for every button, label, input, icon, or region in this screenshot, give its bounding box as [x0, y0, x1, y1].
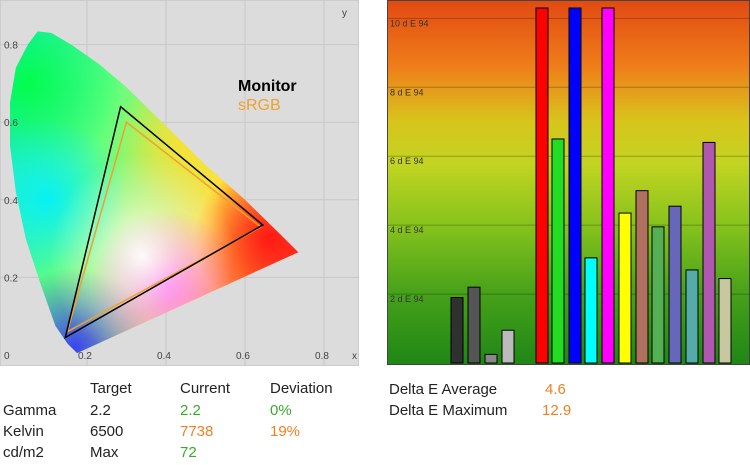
- delta-bar: [568, 7, 582, 364]
- row-kelvin-label: Kelvin: [3, 423, 44, 440]
- monitor-triangle: [64, 105, 265, 340]
- delta-bar: [668, 205, 682, 364]
- delta-y-tick-label: 8 d E 94: [390, 87, 424, 97]
- legend-monitor: Monitor: [238, 78, 297, 95]
- delta-e-bar-chart: 10 d E 94 8 d E 94 6 d E 94 4 d E 94 2 d E 9…: [387, 0, 750, 365]
- delta-e-maximum-label: Delta E Maximum: [389, 402, 508, 419]
- calibration-stats-table: Target Current Deviation Gamma 2.2 2.2 0…: [0, 376, 380, 465]
- row-kelvin-current: 7738: [180, 423, 214, 440]
- x-tick-label: 0.4: [157, 351, 171, 362]
- row-kelvin-target: 6500: [90, 423, 124, 440]
- row-gamma-label: Gamma: [3, 402, 57, 419]
- delta-bar: [467, 286, 481, 364]
- row-gamma-deviation: 0%: [270, 402, 292, 419]
- delta-bar: [450, 297, 464, 364]
- header-deviation: Deviation: [270, 380, 333, 397]
- cie-gamut-chart: 0 0.2 0.4 0.6 0.8 0.8 0.6 0.4 0.2 x y Monitor s…: [0, 0, 359, 366]
- row-kelvin-deviation: 19%: [270, 423, 301, 440]
- header-current: Current: [180, 380, 231, 397]
- delta-bar: [718, 278, 732, 364]
- delta-e-chart-panel: 10 d E 94 8 d E 94 6 d E 94 4 d E 94 2 d E 9…: [387, 0, 750, 366]
- row-luminance-target: Max: [90, 444, 119, 461]
- row-gamma-current: 2.2: [180, 402, 201, 419]
- srgb-triangle: [66, 120, 263, 334]
- delta-bar: [551, 138, 565, 364]
- y-tick-label: 0.8: [4, 41, 18, 52]
- delta-e-maximum-value: 12.9: [542, 402, 572, 419]
- delta-bar: [535, 7, 549, 364]
- delta-bar: [635, 190, 649, 364]
- header-target: Target: [90, 380, 132, 397]
- y-tick-label: 0.6: [4, 118, 18, 129]
- delta-bar: [484, 353, 498, 364]
- delta-y-tick-label: 4 d E 94: [390, 225, 424, 235]
- delta-bar: [618, 212, 632, 364]
- delta-y-tick-label: 2 d E 94: [390, 294, 424, 304]
- row-luminance-current: 72: [180, 444, 197, 461]
- delta-e-average-value: 4.6: [545, 381, 566, 398]
- gamut-chart-panel: 0 0.2 0.4 0.6 0.8 0.8 0.6 0.4 0.2 x y Monitor s…: [0, 0, 359, 366]
- y-tick-label: 0.2: [4, 273, 18, 284]
- legend-srgb: sRGB: [238, 97, 281, 114]
- cie-white-point-glow: [20, 106, 241, 347]
- delta-e-average-label: Delta E Average: [389, 381, 498, 398]
- y-axis-label: y: [342, 8, 347, 19]
- x-tick-label: 0.8: [315, 351, 329, 362]
- y-tick-label: 0.4: [4, 196, 18, 207]
- row-gamma-target: 2.2: [90, 402, 111, 419]
- x-tick-label: 0.2: [78, 351, 92, 362]
- row-luminance-label: cd/m2: [3, 444, 44, 461]
- delta-bar: [601, 7, 615, 364]
- delta-y-tick-label: 10 d E 94: [390, 18, 429, 28]
- delta-bar: [685, 269, 699, 364]
- x-tick-label: 0.6: [236, 351, 250, 362]
- x-axis-label: x: [352, 351, 357, 362]
- delta-bar: [501, 329, 515, 364]
- delta-bar: [702, 141, 716, 364]
- x-tick-label: 0: [4, 351, 10, 362]
- delta-e-summary: Delta E Average 4.6 Delta E Maximum 12.9: [387, 376, 687, 426]
- delta-y-tick-label: 6 d E 94: [390, 156, 424, 166]
- delta-bar: [584, 257, 598, 364]
- delta-bar: [651, 226, 665, 364]
